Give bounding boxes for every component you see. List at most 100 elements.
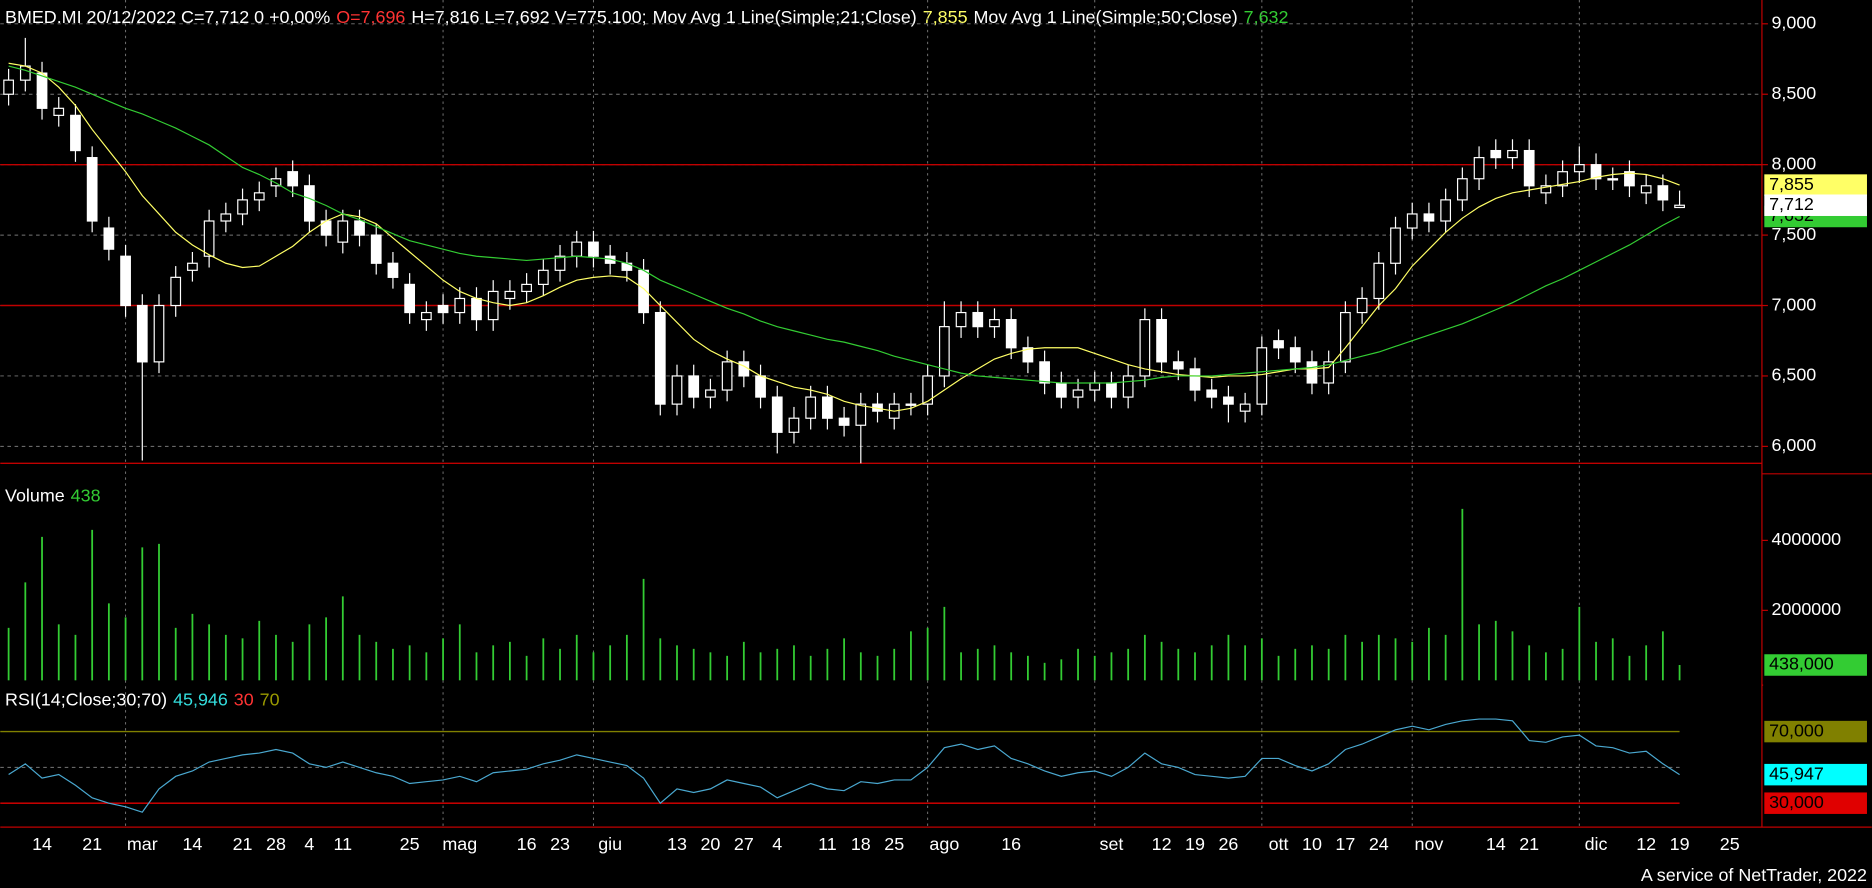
legend-value: 7,632 bbox=[1244, 7, 1289, 27]
x-tick-label: 10 bbox=[1302, 834, 1322, 854]
x-tick-label: dic bbox=[1585, 834, 1608, 854]
candle-body bbox=[1273, 340, 1284, 349]
candle-body bbox=[471, 297, 482, 321]
y-tick-label: 7,000 bbox=[1771, 294, 1816, 314]
candle-body bbox=[203, 220, 215, 257]
value-box-label: 70,000 bbox=[1769, 720, 1824, 740]
value-box bbox=[1764, 194, 1867, 216]
candle-body bbox=[170, 276, 182, 307]
candle-body bbox=[755, 375, 766, 398]
candle-body bbox=[922, 375, 934, 405]
candle-body bbox=[270, 178, 282, 187]
candle-body bbox=[955, 311, 967, 328]
candle-body bbox=[354, 220, 365, 236]
x-tick-label: 21 bbox=[233, 834, 253, 854]
x-tick-label: mar bbox=[127, 834, 158, 854]
legend-value: 7,855 bbox=[923, 7, 968, 27]
candle-body bbox=[1356, 297, 1368, 314]
x-tick-label: ago bbox=[929, 834, 959, 854]
candle-body bbox=[1373, 262, 1385, 300]
candle-body bbox=[1206, 389, 1218, 398]
x-tick-label: 28 bbox=[266, 834, 286, 854]
candle-body bbox=[220, 213, 232, 222]
x-tick-label: 19 bbox=[1185, 834, 1205, 854]
candle-body bbox=[1005, 319, 1017, 349]
x-tick-label: 21 bbox=[1519, 834, 1539, 854]
x-tick-label: 24 bbox=[1369, 834, 1389, 854]
candle-body bbox=[521, 283, 532, 293]
candle-body bbox=[1657, 185, 1669, 201]
candle-body bbox=[1340, 311, 1351, 363]
candle-body bbox=[1122, 375, 1134, 398]
x-tick-label: set bbox=[1100, 834, 1124, 854]
candle-body bbox=[53, 107, 65, 116]
candle-body bbox=[36, 72, 48, 109]
candle-body bbox=[805, 396, 817, 419]
value-box bbox=[1764, 720, 1867, 743]
candle-body bbox=[1323, 361, 1335, 384]
candle-body bbox=[688, 375, 700, 398]
candle-body bbox=[1256, 347, 1268, 405]
x-tick-label: 12 bbox=[1152, 834, 1172, 854]
candle-body bbox=[287, 171, 299, 187]
candle-body bbox=[3, 79, 14, 95]
x-tick-label: nov bbox=[1415, 834, 1444, 854]
candle-body bbox=[771, 396, 783, 433]
candle-body bbox=[404, 283, 416, 314]
x-tick-label: 25 bbox=[884, 834, 904, 854]
candle-body bbox=[1590, 164, 1602, 180]
y-tick-label: 4000000 bbox=[1771, 529, 1841, 549]
candle-body bbox=[1189, 368, 1201, 391]
x-tick-label: 20 bbox=[700, 834, 720, 854]
candle-body bbox=[721, 361, 733, 391]
candle-body bbox=[1640, 185, 1652, 194]
candle-body bbox=[1039, 361, 1050, 384]
legend-name: Mov Avg 1 Line(Simple;50;Close) bbox=[973, 7, 1237, 27]
candle-body bbox=[103, 227, 115, 250]
candle-body bbox=[237, 199, 248, 215]
value-box bbox=[1764, 792, 1867, 814]
x-tick-label: 14 bbox=[182, 834, 202, 854]
candle-body bbox=[1607, 178, 1619, 181]
candle-body bbox=[70, 114, 81, 152]
candle-body bbox=[1239, 403, 1251, 412]
line bbox=[8, 718, 1680, 813]
candle-body bbox=[337, 220, 349, 243]
candle-body bbox=[1406, 213, 1418, 229]
x-tick-label: 21 bbox=[82, 834, 102, 854]
candle-body bbox=[420, 311, 432, 321]
rsi-high: 70 bbox=[260, 689, 280, 709]
open-label: O=7,696 bbox=[336, 7, 405, 27]
candle-body bbox=[304, 185, 315, 222]
x-tick-label: mag bbox=[442, 834, 477, 854]
footer: A service of NetTrader, 2022 bbox=[1641, 865, 1867, 885]
line bbox=[8, 65, 1680, 384]
candle-body bbox=[654, 311, 666, 405]
candle-body bbox=[437, 304, 449, 314]
candle-body bbox=[387, 262, 399, 278]
value-box bbox=[1764, 654, 1867, 676]
x-tick-label: 12 bbox=[1636, 834, 1656, 854]
candle-body bbox=[1423, 213, 1435, 222]
x-tick-label: 17 bbox=[1335, 834, 1355, 854]
x-tick-label: 27 bbox=[734, 834, 754, 854]
x-tick-label: giu bbox=[598, 834, 622, 854]
y-tick-label: 7,500 bbox=[1771, 224, 1816, 244]
candle-body bbox=[1440, 199, 1452, 222]
x-tick-label: 25 bbox=[400, 834, 420, 854]
candle-body bbox=[1072, 389, 1084, 398]
candle-body bbox=[487, 290, 499, 321]
candle-body bbox=[1624, 171, 1635, 187]
candle-body bbox=[1557, 171, 1568, 187]
candle-body bbox=[504, 290, 516, 300]
x-tick-label: 25 bbox=[1720, 834, 1740, 854]
y-tick-label: 2000000 bbox=[1771, 599, 1841, 619]
x-tick-label: 14 bbox=[32, 834, 52, 854]
x-tick-label: 19 bbox=[1670, 834, 1690, 854]
candle-body bbox=[1089, 382, 1101, 391]
x-tick-label: 11 bbox=[818, 834, 837, 854]
summary: H=7,816 L=7,692 V=775.100; bbox=[411, 7, 646, 27]
rsi-header: RSI(14;Close;30;70) 45,946 30 70 bbox=[5, 689, 280, 709]
x-tick-label: 18 bbox=[851, 834, 871, 854]
